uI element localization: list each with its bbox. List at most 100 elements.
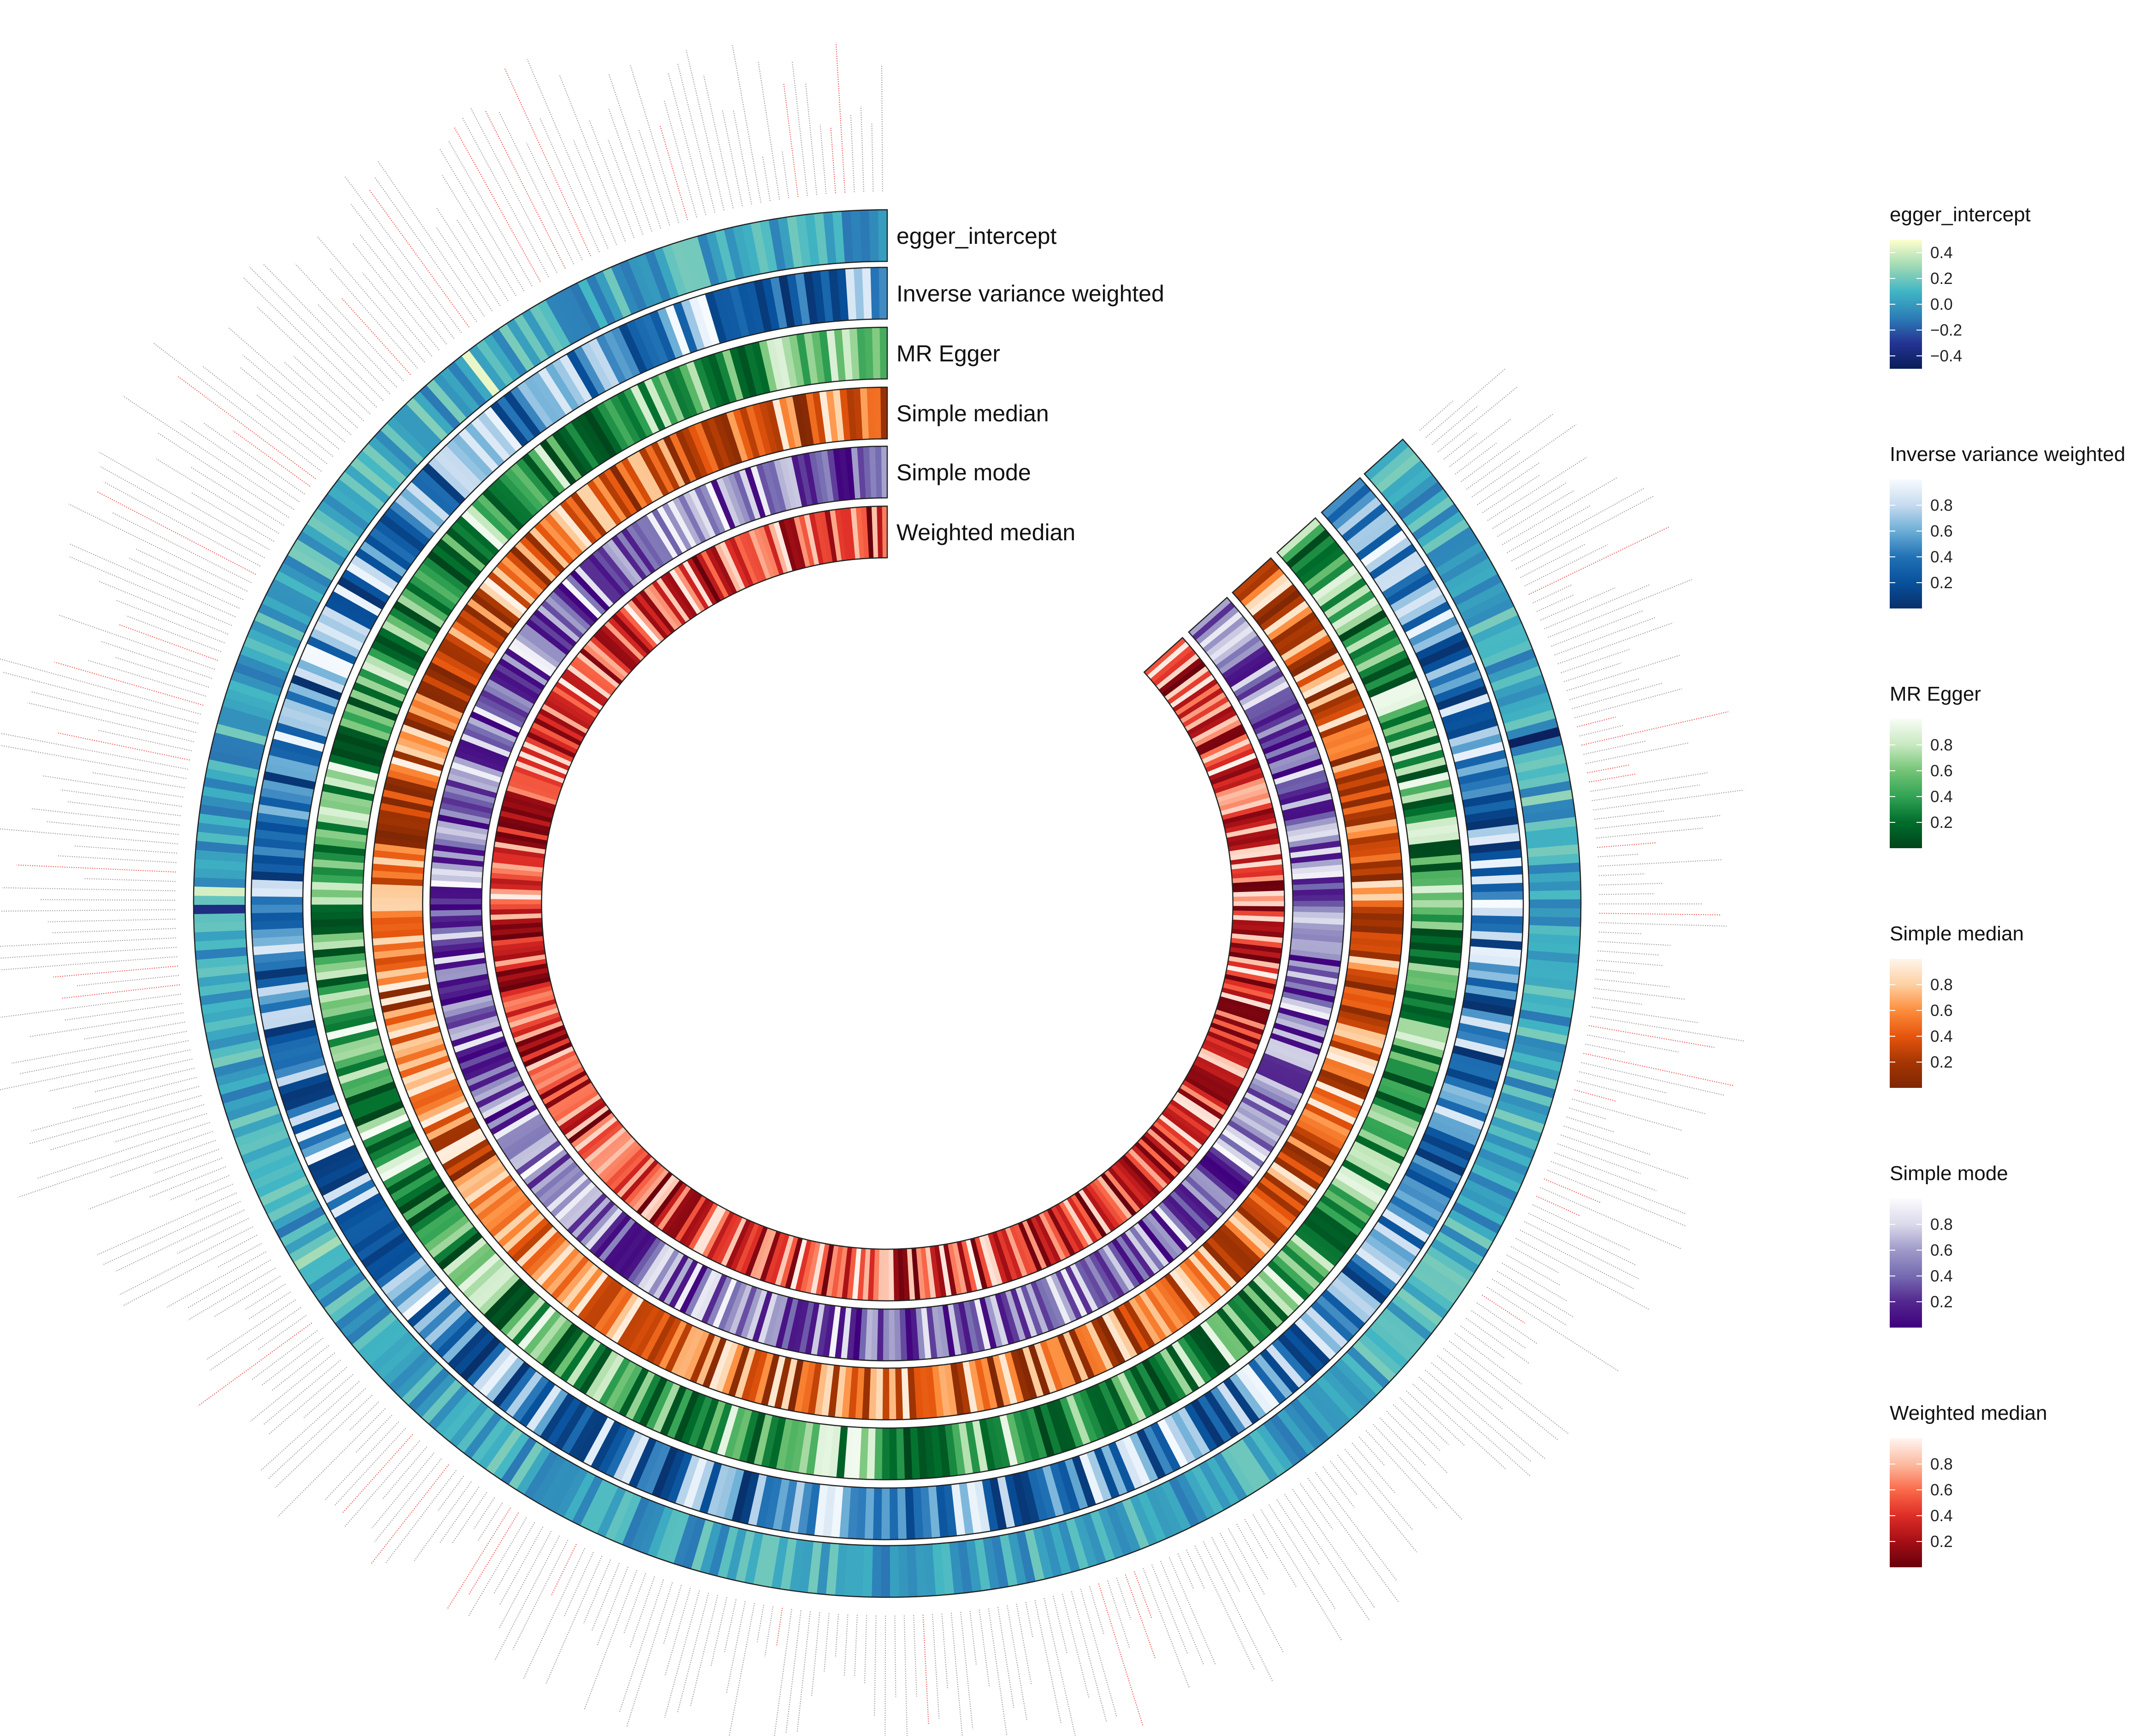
leaf-label [626, 1582, 673, 1727]
heat-cell [371, 870, 424, 880]
heat-cell [1213, 772, 1264, 794]
heat-cell [442, 1320, 484, 1364]
heat-cell [449, 1020, 501, 1041]
heat-cell [1050, 1205, 1080, 1254]
heat-cell [1336, 772, 1388, 791]
heat-cell [376, 822, 429, 837]
leaf-label [1497, 490, 1575, 537]
heat-cell [668, 1259, 698, 1308]
heat-cell [1466, 815, 1519, 831]
heat-cell [1164, 1273, 1201, 1318]
heat-cell [1405, 976, 1458, 992]
heat-cell [1355, 1134, 1404, 1165]
leaf-label [362, 272, 432, 357]
heat-cell [627, 1237, 661, 1283]
heat-cell [615, 461, 648, 509]
heat-cell [333, 1048, 385, 1070]
heat-cell [1385, 1202, 1434, 1236]
heat-cell [522, 741, 572, 767]
heat-cell [827, 449, 839, 502]
heat-cell [1349, 950, 1401, 962]
heat-cell [705, 548, 733, 596]
leaf-label [477, 1502, 503, 1541]
heat-cell [491, 862, 544, 873]
leaf-label [1116, 1577, 1132, 1620]
heat-cell [298, 1243, 347, 1278]
leaf-label [374, 1458, 442, 1542]
heat-cell [613, 1493, 642, 1545]
legend-title: MR Egger [1890, 683, 1981, 705]
heat-cell [1107, 1310, 1138, 1358]
heat-cell [355, 674, 406, 702]
heat-cell [665, 304, 691, 356]
heat-cell [1408, 1161, 1458, 1192]
heat-cell [713, 415, 737, 466]
heat-cell [1040, 1277, 1066, 1327]
heat-cell [544, 1078, 592, 1110]
leaf-label [1487, 456, 1587, 521]
heat-cell [1020, 1285, 1043, 1336]
heat-cell [1382, 713, 1434, 737]
heat-cell [466, 1061, 516, 1087]
heat-cell [501, 1436, 537, 1485]
heat-cell [1273, 1156, 1320, 1191]
heat-cell [194, 930, 247, 942]
heat-cell [1107, 1167, 1145, 1210]
heat-cell [644, 444, 675, 494]
heat-cell [441, 638, 489, 670]
leaf-label [1595, 978, 1669, 987]
heat-cell [1404, 809, 1457, 825]
leaf-label [374, 177, 477, 322]
heat-cell [1191, 1167, 1235, 1205]
heat-cell [492, 940, 544, 952]
heat-cell [586, 640, 629, 678]
heat-cell [199, 804, 252, 821]
heat-cell [632, 1240, 666, 1287]
heat-cell [413, 569, 460, 605]
heat-cell [287, 546, 337, 581]
heat-cell [1316, 571, 1363, 607]
heat-cell [814, 512, 829, 564]
heat-cell [1438, 1090, 1491, 1115]
heat-cell [961, 1240, 978, 1292]
heat-cell [1134, 1141, 1175, 1181]
heat-cell [1351, 913, 1403, 921]
heat-cell [1360, 1240, 1407, 1278]
heat-cell [1419, 638, 1469, 668]
heat-cell [442, 1138, 490, 1171]
heat-cell [653, 1382, 680, 1433]
heat-cell [194, 868, 246, 880]
heat-cell [1232, 558, 1276, 597]
heat-cell [1496, 1100, 1548, 1125]
heat-cell [798, 1540, 814, 1593]
heat-cell [493, 1109, 540, 1140]
heat-cell [434, 451, 477, 494]
heat-cell [373, 850, 425, 862]
heat-cell [301, 523, 350, 559]
leaf-label [166, 1251, 266, 1308]
heat-cell [493, 1432, 530, 1480]
heat-cell [1254, 708, 1303, 735]
heat-cell [530, 1054, 578, 1082]
heat-cell [1177, 1336, 1212, 1384]
heat-cell [799, 394, 814, 446]
heat-cell [1459, 1187, 1510, 1218]
heat-cell [490, 883, 542, 891]
heat-cell [762, 278, 780, 331]
heat-cell [1372, 1097, 1423, 1123]
legend-tick-label: 0.4 [1930, 788, 1953, 806]
heat-cell [871, 1309, 878, 1361]
heat-cell [1529, 908, 1581, 918]
heat-cell [647, 583, 683, 628]
heat-cell [1292, 911, 1344, 919]
heat-cell [262, 779, 314, 797]
heat-cell [1444, 709, 1496, 733]
heat-cell [828, 1425, 841, 1478]
heat-cell [386, 416, 430, 459]
heat-cell [1283, 986, 1335, 1003]
heat-cell [1161, 1110, 1206, 1146]
heat-cell [636, 1440, 664, 1492]
heat-cell [294, 667, 345, 693]
heat-cell [1073, 1326, 1101, 1376]
